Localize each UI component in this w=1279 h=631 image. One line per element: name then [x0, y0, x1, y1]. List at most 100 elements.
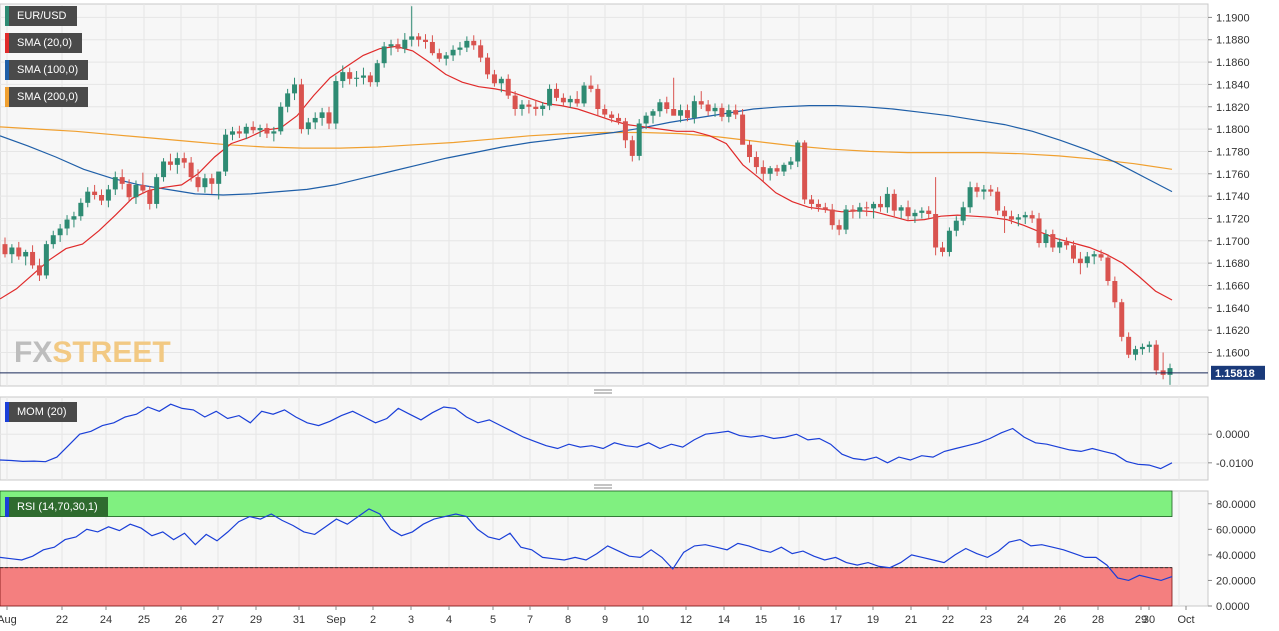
legend-sma20[interactable]: SMA (20,0): [5, 33, 83, 53]
candle-body: [1043, 234, 1049, 244]
x-tick-label: 7: [527, 614, 533, 626]
candle-body: [99, 195, 105, 201]
candle-body: [622, 121, 628, 141]
candle-body: [981, 189, 987, 192]
x-tick-label: 5: [490, 614, 496, 626]
mom-tick-label: 0.0000: [1216, 429, 1250, 441]
candle-body: [760, 167, 766, 174]
candle-body: [43, 244, 49, 276]
legend-sma200[interactable]: SMA (200,0): [5, 87, 89, 107]
candle-body: [1008, 216, 1014, 220]
x-tick-label: 23: [980, 614, 992, 626]
legend-sma100[interactable]: SMA (100,0): [5, 60, 89, 80]
candle-body: [781, 164, 787, 172]
candle-body: [629, 140, 635, 156]
candle-body: [815, 203, 821, 208]
candle-body: [271, 131, 277, 134]
price-tick-label: 1.1880: [1216, 35, 1250, 47]
x-tick-label: Aug: [0, 614, 17, 626]
sma100-line: [0, 104, 1173, 196]
x-tick-label: Sep: [326, 614, 346, 626]
candle-body: [1050, 234, 1056, 248]
legend-swatch: [5, 497, 9, 517]
candle-body: [457, 47, 463, 50]
candle-body: [822, 207, 828, 210]
candle-body: [1084, 256, 1090, 264]
candle-body: [940, 247, 946, 252]
candle-body: [402, 39, 408, 49]
legend-swatch: [5, 87, 9, 107]
x-tick-label: 10: [637, 614, 649, 626]
candle-body: [967, 187, 973, 208]
candle-body: [616, 117, 622, 122]
candle-body: [50, 235, 56, 245]
candle-body: [416, 36, 422, 40]
candle-body: [512, 95, 518, 109]
mom-panel-bg: [0, 396, 1209, 481]
candle-body: [526, 104, 532, 107]
x-tick-label: 25: [138, 614, 150, 626]
candles: [2, 6, 1173, 385]
candle-body: [195, 177, 201, 188]
price-tick-label: 1.1900: [1216, 12, 1250, 24]
candle-body: [202, 178, 208, 188]
price-tick-label: 1.1700: [1216, 236, 1250, 248]
candle-body: [1015, 217, 1021, 220]
candle-body: [147, 190, 153, 204]
candle-body: [595, 88, 601, 109]
rsi-tick-label: 40.0000: [1216, 550, 1256, 562]
x-tick-label: 31: [293, 614, 305, 626]
x-tick-label: 3: [408, 614, 414, 626]
candle-body: [85, 191, 91, 203]
candle-body: [347, 72, 353, 79]
candle-body: [1112, 281, 1118, 303]
candle-body: [905, 207, 911, 217]
candle-body: [857, 207, 863, 212]
candle-body: [684, 110, 690, 118]
candle-body: [719, 107, 725, 117]
candle-body: [698, 101, 704, 105]
candle-body: [257, 127, 263, 131]
candle-body: [340, 72, 346, 82]
candle-body: [602, 108, 608, 115]
candle-body: [305, 122, 311, 130]
legend-label: SMA (20,0): [17, 37, 73, 49]
candle-body: [884, 193, 890, 208]
candle-body: [1105, 257, 1111, 282]
price-tick-label: 1.1660: [1216, 280, 1250, 292]
candle-body: [567, 98, 573, 103]
price-tick-label: 1.1680: [1216, 258, 1250, 270]
x-tick-label: 16: [793, 614, 805, 626]
x-tick-label: 24: [100, 614, 112, 626]
legend-eurusd[interactable]: EUR/USD: [5, 6, 77, 26]
candle-body: [691, 101, 697, 118]
legend-label: MOM (20): [17, 406, 67, 418]
candle-body: [877, 203, 883, 208]
candle-body: [229, 131, 235, 135]
candle-body: [126, 183, 132, 198]
price-tick-label: 1.1740: [1216, 191, 1250, 203]
candle-body: [802, 142, 808, 200]
candle-body: [609, 114, 615, 118]
x-tick-label: 24: [1017, 614, 1029, 626]
candle-body: [1077, 258, 1083, 264]
candle-body: [105, 189, 111, 201]
candle-body: [988, 189, 994, 192]
candle-body: [485, 57, 491, 75]
candle-body: [409, 36, 415, 40]
candle-body: [181, 158, 187, 163]
candle-body: [836, 225, 842, 230]
legend-mom[interactable]: MOM (20): [5, 402, 77, 422]
candle-body: [650, 111, 656, 116]
candle-body: [498, 78, 504, 84]
rsi-tick-label: 0.0000: [1216, 601, 1250, 613]
candle-body: [429, 41, 435, 54]
candle-body: [850, 209, 856, 212]
legend-rsi[interactable]: RSI (14,70,30,1): [5, 497, 108, 517]
candle-body: [443, 55, 449, 59]
mom-tick-label: -0.0100: [1216, 458, 1253, 470]
candle-body: [1098, 254, 1104, 258]
candle-body: [223, 134, 229, 172]
candle-body: [354, 77, 360, 79]
candle-body: [2, 244, 8, 255]
